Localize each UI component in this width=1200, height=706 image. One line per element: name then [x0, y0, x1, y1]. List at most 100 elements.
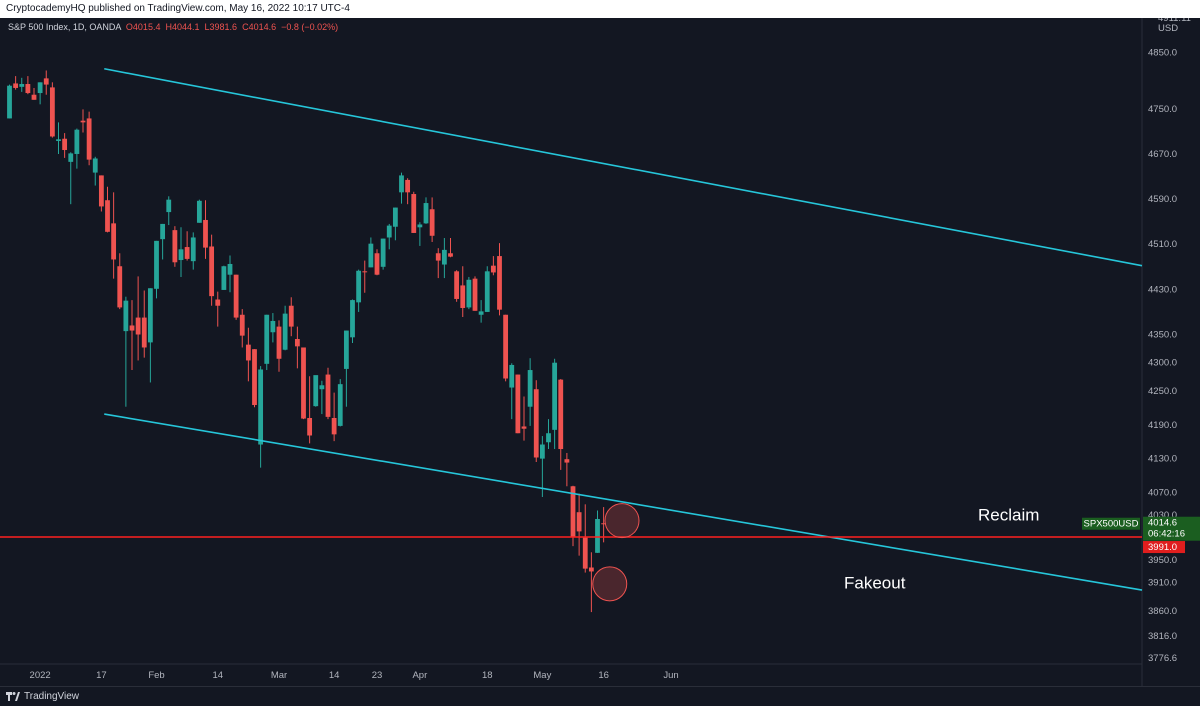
candle-body [37, 82, 43, 94]
candle-body [209, 246, 215, 297]
candle-body [356, 270, 362, 303]
candle-body [25, 84, 31, 94]
candle-body [105, 200, 110, 232]
candle-body [527, 370, 533, 407]
candle-body [31, 94, 37, 100]
candle-body [374, 253, 380, 275]
candle-body [123, 300, 129, 332]
candle-body [417, 224, 423, 228]
candle-body [386, 225, 392, 238]
candle-body [178, 249, 184, 261]
candle-body [56, 139, 61, 141]
last-price-label: 4014.6 [1148, 518, 1177, 529]
candle-body [245, 344, 251, 361]
candle-body [546, 433, 551, 443]
time-tick-label: Feb [148, 670, 164, 681]
candle-body [288, 305, 294, 327]
candle-body [74, 129, 80, 154]
price-chart[interactable]: 3776.63816.03860.03910.03950.03990.04030… [0, 18, 1200, 686]
price-tick-label: 4590.0 [1148, 194, 1177, 205]
candle-body [405, 179, 411, 193]
candle-body [399, 175, 404, 193]
price-axis[interactable]: 3776.63816.03860.03910.03950.03990.04030… [1141, 18, 1200, 686]
time-tick-label: Jun [663, 670, 678, 681]
time-tick-label: 18 [482, 670, 493, 681]
candle-body [337, 384, 343, 426]
candle-body [98, 175, 104, 207]
candle-body [117, 266, 123, 308]
time-tick-label: 2022 [30, 670, 51, 681]
candle-body [203, 219, 208, 248]
channel-upper-line [104, 67, 1143, 267]
candle-body [576, 512, 582, 532]
candle-body [184, 247, 190, 259]
price-tick-label: 4670.0 [1148, 149, 1177, 160]
candle-body [564, 459, 570, 463]
reclaim-highlight-circle [604, 503, 640, 539]
candle-body [478, 311, 484, 315]
candle-body [92, 158, 98, 173]
price-tick-label: 3910.0 [1148, 578, 1177, 589]
legend-low: L3981.6 [204, 22, 238, 32]
candle-body [319, 385, 325, 390]
candle-body [521, 426, 527, 429]
candle-body [154, 240, 159, 289]
footer-brand: TradingView [24, 691, 80, 702]
candle-body [472, 278, 478, 311]
candle-body [497, 256, 502, 310]
candle-body [503, 314, 509, 379]
candle-body [343, 330, 349, 369]
price-tick-label: 4300.0 [1148, 358, 1177, 369]
time-tick-label: 14 [212, 670, 223, 681]
candle-body [368, 243, 374, 268]
symbol-tag-bg [1082, 517, 1140, 530]
legend-change: −0.8 (−0.02%) [281, 22, 339, 32]
candle-body [362, 271, 368, 273]
candle-body [331, 418, 337, 435]
candle-body [325, 374, 331, 417]
countdown-label: 06:42:16 [1148, 529, 1185, 540]
candle-body [276, 326, 282, 359]
candle-body [190, 237, 196, 262]
price-tick-label: 4250.0 [1148, 386, 1177, 397]
candle-body [294, 339, 300, 347]
candle-body [454, 271, 460, 299]
candle-body [252, 349, 257, 406]
candle-body [13, 83, 19, 88]
candle-body [301, 347, 306, 419]
price-tick-label: 3860.0 [1148, 606, 1177, 617]
publish-header: CryptocademyHQ published on TradingView.… [0, 0, 1200, 18]
time-tick-label: 14 [329, 670, 340, 681]
candle-body [509, 364, 515, 388]
candle-body [588, 567, 594, 572]
candle-body [448, 253, 453, 257]
candle-body [68, 153, 74, 162]
candle-body [570, 486, 576, 538]
drawings-group: Reclaim Fakeout SPX500USD [0, 67, 1143, 602]
time-tick-label: 16 [598, 670, 609, 681]
footer-bar: TradingView [0, 686, 1200, 705]
candle-body [215, 299, 221, 306]
candle-body [86, 118, 92, 160]
candle-body [380, 238, 386, 267]
publish-text: CryptocademyHQ published on TradingView.… [6, 3, 350, 14]
candle-body [62, 138, 68, 151]
candle-body [264, 314, 270, 364]
price-tick-label: 4750.0 [1148, 104, 1177, 115]
candle-body [141, 317, 147, 348]
price-tick-label: 4430.0 [1148, 284, 1177, 295]
candle-body [558, 379, 564, 450]
candle-body [484, 271, 490, 312]
candle-body [270, 320, 276, 333]
candle-body [19, 84, 25, 87]
candle-body [80, 120, 86, 123]
candle-body [307, 418, 313, 436]
annotation-fakeout: Fakeout [844, 574, 906, 593]
candle-body [350, 300, 355, 338]
time-axis[interactable]: 2022 17 Feb 14 Mar 14 23 Apr 18 May 16 Jun [0, 663, 1142, 681]
price-tick-label: 3776.6 [1148, 653, 1177, 664]
candle-body [392, 207, 398, 227]
annotation-reclaim: Reclaim [978, 505, 1039, 524]
level-tag-bg [1143, 541, 1185, 554]
candle-body [233, 274, 239, 318]
